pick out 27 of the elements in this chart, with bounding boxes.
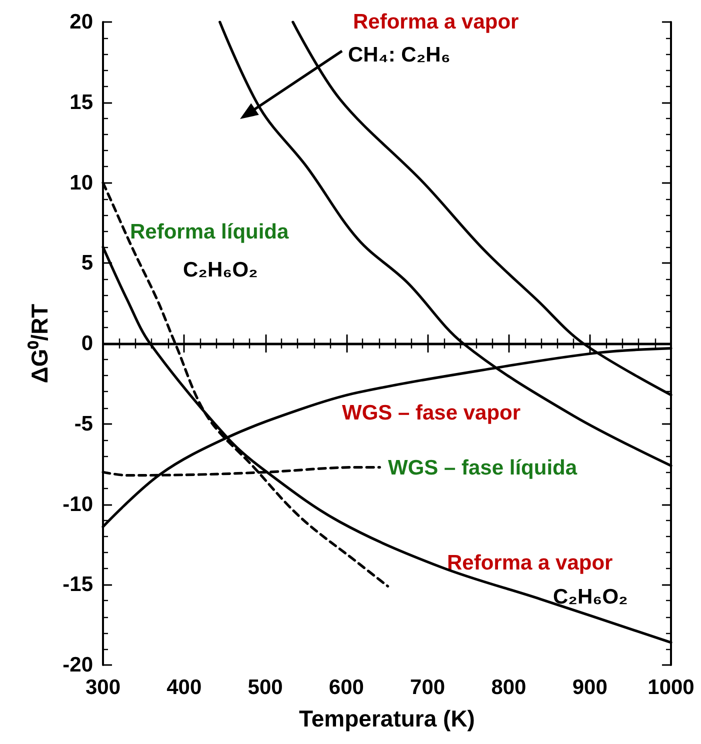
annotation: WGS – fase líquida [388, 456, 578, 480]
x-tick-label: 800 [491, 676, 526, 699]
annotation: Reforma a vapor [353, 10, 519, 34]
x-axis-title: Temperatura (K) [299, 706, 475, 732]
y-axis-title: ΔG⁰/RT [26, 304, 52, 384]
x-tick-label: 900 [572, 676, 608, 699]
y-tick-label: 20 [70, 10, 93, 34]
x-tick-label: 1000 [648, 676, 694, 699]
y-tick-label: -5 [74, 412, 94, 436]
x-tick-label: 500 [248, 676, 283, 699]
y-tick-label: -10 [62, 492, 93, 516]
annotation: WGS – fase vapor [342, 402, 521, 424]
annotation: CH₄: C₂H₆ [348, 44, 450, 66]
annotation: Reforma líquida [130, 220, 290, 244]
y-tick-label: 15 [70, 90, 94, 114]
y-tick-label: 5 [81, 252, 94, 275]
y-tick-label: -15 [62, 573, 94, 596]
annotation: C₂H₆O₂ [553, 586, 628, 608]
y-tick-label: 10 [70, 171, 93, 194]
x-tick-label: 600 [328, 676, 364, 699]
y-tick-label: 0 [81, 332, 93, 355]
x-tick-label: 700 [410, 676, 446, 699]
annotation: Reforma a vapor [447, 552, 613, 574]
x-tick-label: 400 [166, 676, 202, 699]
y-tick-label: -20 [62, 654, 93, 676]
x-tick-label: 300 [85, 676, 121, 699]
annotation: C₂H₆O₂ [183, 258, 258, 282]
